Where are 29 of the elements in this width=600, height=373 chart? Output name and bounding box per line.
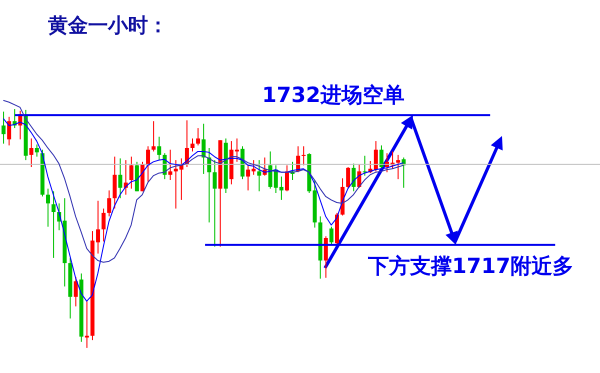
ref-line-label: 下方支撑1717附近多 [367,254,574,278]
candlestick [396,154,400,180]
candlestick [379,144,384,170]
candlestick [196,128,200,146]
candlestick [74,276,78,307]
candlestick [29,138,34,168]
candlestick [2,111,6,144]
candlestick [284,164,289,192]
candlestick [329,226,334,245]
candlestick [129,156,134,190]
candlestick [212,160,217,248]
candlestick [352,163,356,192]
candlestick [324,236,328,278]
candlestick [52,190,56,258]
candlestick [118,158,122,199]
candlestick [107,190,112,217]
candlestick [190,138,194,152]
candlestick [157,136,162,161]
text: 黄金一小时： [48,12,168,39]
candlestick [7,116,12,146]
candlestick [112,156,117,210]
candlestick [168,149,172,181]
candlestick [46,188,50,228]
candlestick [102,208,106,242]
ref-line-label: 1732进场空单 [262,83,404,108]
candlestick [257,160,262,192]
candlestick [34,144,39,158]
candlestick [302,146,306,166]
candlestick [346,166,350,190]
